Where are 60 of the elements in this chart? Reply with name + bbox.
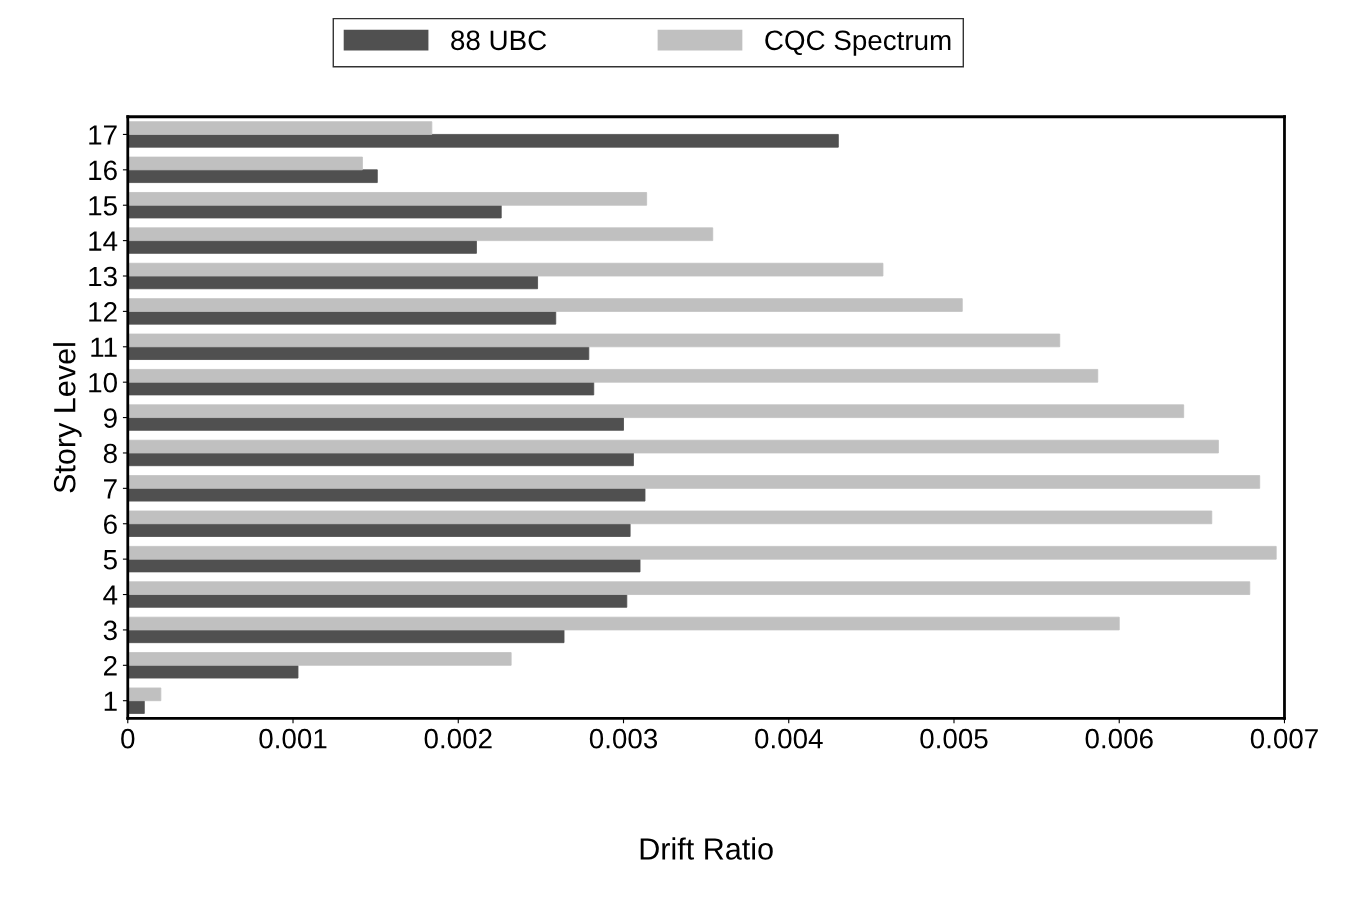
bar [127,134,839,148]
bar [127,204,502,219]
x-tick-label: 0.003 [589,728,658,749]
y-tick-label: 14 [89,231,118,251]
bar [127,558,641,573]
bar [127,381,595,396]
bar [127,475,1261,489]
bar [127,687,162,702]
bar [127,156,363,171]
bar [127,369,1099,383]
legend-label: 88 UBC [451,30,547,51]
bar [127,404,1185,418]
y-tick-label: 16 [89,160,117,181]
bar [127,240,477,254]
y-tick-label: 17 [89,125,117,145]
bar [127,510,1213,525]
x-tick-label: 0.007 [1250,728,1318,749]
y-tick-label: 4 [103,585,118,605]
bar [127,298,963,312]
y-tick-label: 6 [104,514,117,535]
bar [127,417,624,431]
bar [127,169,378,183]
bar [127,439,1219,454]
bar [127,594,628,608]
y-tick-label: 12 [89,302,117,322]
bar [127,310,557,325]
bar [127,545,1277,560]
y-tick-label: 9 [103,408,117,428]
y-tick-label: 8 [103,443,117,464]
y-tick-label: 1 [104,691,117,711]
bar [127,616,1120,631]
bar [127,487,646,502]
bar [127,346,590,360]
x-axis-title: Drift Ratio [640,837,773,860]
bar [127,700,145,714]
y-tick-label: 10 [89,372,117,393]
legend-label: CQC Spectrum [765,30,951,56]
y-tick-label: 2 [104,655,117,676]
bar [127,523,631,537]
bar [127,121,433,135]
bar [127,652,512,666]
x-tick-label: 0.006 [1085,728,1153,749]
bar [127,581,1251,595]
y-tick-label: 5 [103,550,117,570]
y-tick-label: 7 [104,479,117,499]
y-tick-label: 3 [103,620,117,641]
bar [127,262,884,277]
x-tick-label: 0.002 [424,728,492,749]
bar [127,664,299,679]
x-tick-label: 0.004 [755,728,823,749]
y-tick-label: 13 [89,266,117,287]
bar [127,333,1061,348]
bar [127,192,648,206]
x-tick-label: 0.005 [920,728,988,749]
x-tick-label: 0.001 [259,728,327,749]
bar [127,227,714,242]
y-tick-label: 15 [89,196,117,216]
y-tick-label: 11 [91,337,117,357]
y-axis-title: Story Level [53,343,82,493]
x-tick-label: 0 [121,728,135,749]
